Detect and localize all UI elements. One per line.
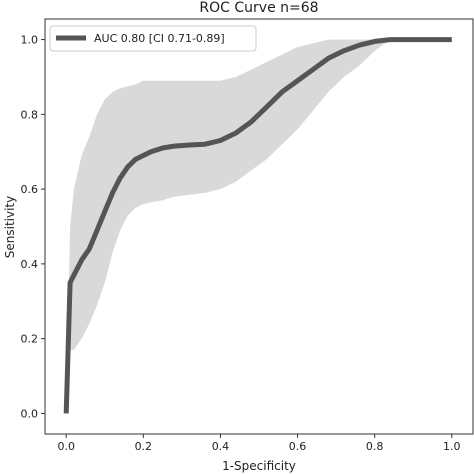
chart-title: ROC Curve n=68 bbox=[199, 0, 318, 16]
legend-label: AUC 0.80 [CI 0.71-0.89] bbox=[94, 32, 225, 45]
y-tick-label: 1.0 bbox=[21, 34, 39, 47]
x-tick-label: 0.6 bbox=[289, 440, 307, 453]
legend: AUC 0.80 [CI 0.71-0.89] bbox=[49, 25, 257, 52]
x-tick-label: 0.0 bbox=[57, 440, 75, 453]
x-tick-label: 1.0 bbox=[443, 440, 461, 453]
legend-box bbox=[49, 25, 257, 52]
plot-area bbox=[44, 18, 474, 435]
x-tick-label: 0.2 bbox=[135, 440, 153, 453]
y-tick-label: 0.6 bbox=[21, 183, 39, 196]
axes-frame bbox=[44, 18, 474, 435]
x-tick-label: 0.4 bbox=[212, 440, 230, 453]
ci-band bbox=[66, 39, 452, 414]
y-axis-label: Sensitivity bbox=[3, 196, 17, 258]
x-tick-label: 0.8 bbox=[366, 440, 384, 453]
y-tick-label: 0.2 bbox=[21, 333, 39, 346]
y-tick-label: 0.4 bbox=[21, 258, 39, 271]
y-tick-label: 0.8 bbox=[21, 108, 39, 121]
roc-line bbox=[63, 37, 452, 414]
x-axis-label: 1-Specificity bbox=[222, 459, 296, 473]
axis-ticks: 0.0 0.2 0.4 0.6 0.8 1.0 0.0 0.2 0.4 0.6 0.8 1.0 bbox=[21, 34, 461, 453]
y-tick-label: 0.0 bbox=[21, 407, 39, 420]
